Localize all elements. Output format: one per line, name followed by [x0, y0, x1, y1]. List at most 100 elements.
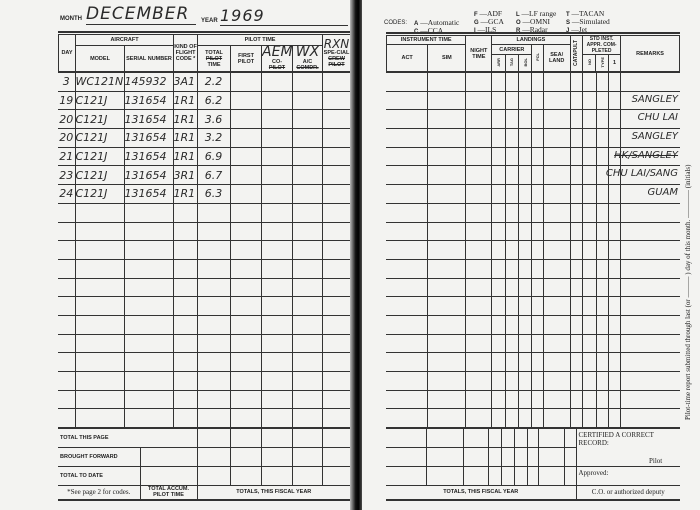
empty-cell: [260, 371, 293, 391]
table-row: [386, 258, 680, 279]
remarks-cell: [620, 258, 680, 279]
empty-cell: [542, 333, 571, 354]
empty-cell: [531, 72, 544, 92]
handwritten-copilot-header: AEM: [262, 44, 293, 60]
remarks-cell: [620, 240, 680, 260]
code-legend-item: A —Automatic: [414, 18, 460, 28]
table-row: 3 WC121N 145932 3A1 2.2: [58, 72, 350, 92]
remarks-header: REMARKS: [620, 35, 680, 72]
empty-cell: [465, 90, 493, 111]
kind-cell: 1R1: [172, 184, 198, 204]
empty-cell: [386, 277, 428, 298]
table-row: [58, 389, 350, 410]
empty-cell: [196, 352, 231, 372]
empty-cell: [291, 258, 323, 279]
empty-cell: [172, 258, 198, 279]
empty-cell: [582, 352, 597, 372]
empty-cell: [196, 277, 231, 298]
remarks-cell: [620, 389, 680, 410]
empty-cell: [504, 352, 520, 372]
empty-cell: [504, 277, 520, 298]
table-row: 20 C121J 131654 1R1 3.2: [58, 128, 350, 148]
empty-cell: [58, 258, 76, 279]
empty-cell: [517, 184, 533, 204]
empty-cell: [582, 109, 597, 130]
empty-cell: [542, 258, 571, 279]
type-header: TYPE: [595, 54, 609, 72]
empty-cell: [123, 389, 174, 410]
empty-cell: [426, 258, 467, 279]
empty-cell: [531, 128, 544, 148]
kind-cell: 1R1: [172, 90, 198, 111]
kind-cell: 1R1: [172, 146, 198, 167]
empty-cell: [582, 389, 597, 410]
empty-cell: [74, 202, 125, 223]
empty-cell: [465, 277, 493, 298]
empty-cell: [386, 202, 428, 223]
empty-cell: [595, 184, 610, 204]
empty-cell: [517, 371, 533, 391]
empty-cell: [582, 90, 597, 111]
year-value: 1969: [220, 6, 348, 26]
empty-cell: [260, 352, 293, 372]
sim-header: SIM: [427, 44, 467, 72]
empty-cell: [291, 72, 323, 92]
empty-cell: [542, 314, 571, 335]
empty-cell: [172, 277, 198, 298]
empty-cell: [517, 408, 533, 429]
code-letter: I: [474, 28, 476, 34]
empty-cell: [196, 258, 231, 279]
empty-cell: [426, 202, 467, 223]
approved-label: Approved:: [575, 466, 680, 486]
table-row: [58, 277, 350, 298]
empty-cell: [321, 72, 350, 92]
empty-cell: [260, 258, 293, 279]
co-deputy-label: C.O. or authorized deputy: [575, 485, 680, 500]
code-meaning: ADF: [487, 9, 503, 18]
serial-cell: 131654: [123, 109, 174, 130]
empty-cell: [531, 202, 544, 223]
empty-cell: [569, 165, 584, 186]
empty-cell: [607, 333, 622, 354]
empty-cell: [569, 408, 584, 429]
empty-cell: [465, 184, 493, 204]
empty-cell: [582, 314, 597, 335]
empty-cell: [196, 314, 231, 335]
empty-cell: [229, 90, 262, 111]
code-meaning: Automatic: [427, 18, 460, 27]
copilot-header: AEM CO- PILOT: [261, 44, 294, 72]
empty-cell: [582, 258, 597, 279]
remarks-cell: [620, 352, 680, 372]
remarks-cell: CHU LAI/SANG: [606, 165, 680, 186]
empty-cell: [542, 72, 571, 92]
empty-cell: [260, 184, 293, 204]
empty-cell: [531, 296, 544, 316]
empty-cell: [491, 109, 506, 130]
empty-cell: [386, 240, 428, 260]
empty-cell: [426, 296, 467, 316]
empty-cell: [465, 314, 493, 335]
table-row: SANGLEY: [386, 90, 680, 111]
empty-cell: [260, 202, 293, 223]
empty-cell: [229, 333, 262, 354]
empty-cell: [542, 146, 571, 167]
empty-cell: [491, 277, 506, 298]
table-row: 21 C121J 131654 1R1 6.9: [58, 146, 350, 167]
total-accum-label: TOTAL ACCUM. PILOT TIME: [139, 485, 198, 500]
code-meaning: LF range: [529, 9, 557, 18]
table-row: [386, 202, 680, 223]
remarks-cell: GUAM: [620, 184, 680, 204]
empty-cell: [582, 221, 597, 242]
empty-cell: [465, 202, 493, 223]
empty-cell: [569, 146, 584, 167]
model-cell: C121J: [74, 146, 125, 167]
empty-cell: [582, 128, 597, 148]
empty-cell: [196, 240, 231, 260]
empty-cell: [569, 72, 584, 92]
empty-cell: [491, 72, 506, 92]
code-meaning: TACAN: [579, 9, 605, 18]
kind-cell: 3R1: [172, 165, 198, 186]
empty-cell: [321, 221, 350, 242]
empty-cell: [321, 146, 350, 167]
empty-cell: [386, 371, 428, 391]
